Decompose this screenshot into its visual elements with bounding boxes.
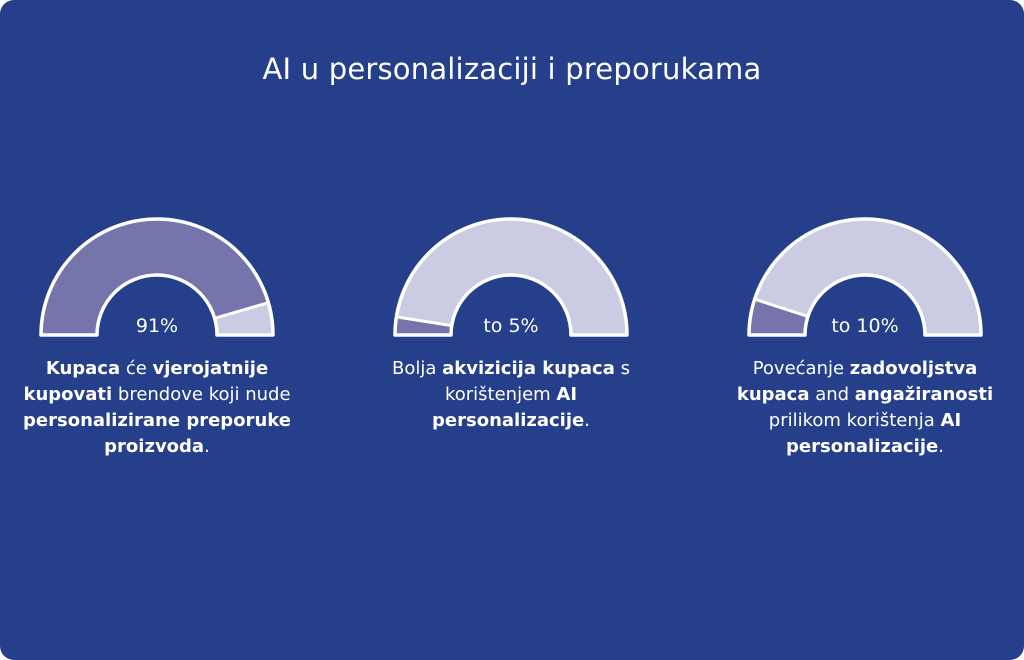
gauge-divider bbox=[214, 301, 269, 320]
page-title: AI u personalizaciji i preporukama bbox=[262, 52, 762, 86]
caption-text: . bbox=[584, 410, 590, 431]
caption-text: brendove koji nude bbox=[112, 384, 291, 405]
caption-text: Bolja bbox=[392, 358, 443, 379]
gauge-value-label: to 5% bbox=[483, 315, 539, 337]
gauge-outline bbox=[393, 217, 629, 337]
gauge-outline bbox=[747, 217, 983, 337]
gauge-track bbox=[395, 219, 627, 335]
caption-text: angažiranosti bbox=[854, 384, 994, 405]
gauge-value-label: 91% bbox=[135, 315, 179, 337]
gauge-caption: Kupaca će vjerojatnije kupovati brendove… bbox=[17, 356, 297, 460]
gauge-outline bbox=[39, 217, 275, 337]
gauge-caption: Bolja akvizicija kupaca s korištenjem AI… bbox=[371, 356, 651, 434]
caption-text: . bbox=[938, 436, 944, 457]
caption-text: and bbox=[809, 384, 855, 405]
gauge-value-label: to 10% bbox=[831, 315, 899, 337]
gauge-track bbox=[749, 219, 981, 335]
gauge-divider bbox=[754, 297, 809, 318]
gauge-value-arc bbox=[395, 316, 452, 335]
caption-text: akvizicija kupaca bbox=[442, 358, 615, 379]
caption-text: s korištenjem bbox=[444, 358, 630, 405]
gauge-divider bbox=[396, 315, 452, 328]
caption-text: Kupaca bbox=[45, 358, 121, 379]
caption-text: prilikom korištenja bbox=[768, 410, 941, 431]
caption-text: Povećanje bbox=[752, 358, 850, 379]
caption-text: personalizirane preporuke proizvoda bbox=[23, 410, 291, 457]
caption-text: vjerojatnije kupovati bbox=[23, 358, 269, 405]
gauge-value-arc bbox=[749, 299, 808, 335]
caption-text: AI personalizacije bbox=[786, 410, 962, 457]
gauge-caption: Povećanje zadovoljstva kupaca and angaži… bbox=[725, 356, 1005, 460]
caption-text: . bbox=[204, 436, 210, 457]
caption-text: AI personalizacije bbox=[432, 384, 585, 431]
caption-text: će bbox=[120, 358, 153, 379]
caption-text: zadovoljstva kupaca bbox=[736, 358, 978, 405]
